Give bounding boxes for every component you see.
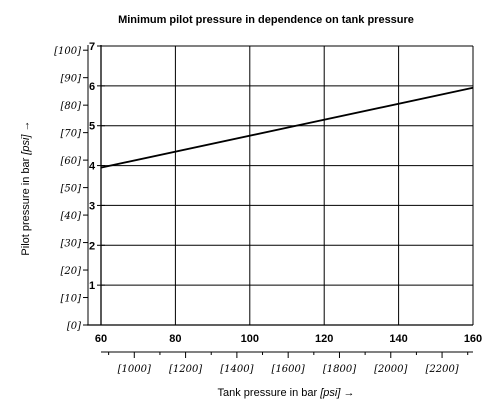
x-tick-label: 100	[241, 333, 259, 345]
x-axis-label-text: Tank pressure in bar	[218, 387, 318, 399]
x-axis-label-arrow: →	[343, 387, 354, 399]
psi-x-tick-label: [2000]	[374, 364, 407, 375]
psi-y-tick-label: [40]	[60, 211, 81, 222]
y-tick-label: 1	[89, 280, 95, 292]
psi-y-tick-label: [100]	[54, 46, 81, 57]
psi-y-tick-label: [70]	[60, 129, 81, 140]
x-axis-label-unit: [psi]	[319, 387, 341, 399]
psi-x-tick-label: [1200]	[169, 364, 202, 375]
psi-x-tick-label: [1800]	[323, 364, 356, 375]
psi-y-tick-label: [90]	[60, 74, 81, 85]
chart-title: Minimum pilot pressure in dependence on …	[118, 14, 414, 26]
psi-y-tick-label: [50]	[60, 184, 81, 195]
y-tick-label: 4	[89, 161, 96, 173]
x-tick-label: 120	[315, 333, 333, 345]
y-axis-label-unit: [psi]	[20, 134, 32, 156]
psi-y-tick-label: [80]	[60, 101, 81, 112]
psi-x-tick-label: [1400]	[220, 364, 253, 375]
x-tick-label: 60	[95, 333, 107, 345]
y-tick-label: 5	[89, 121, 95, 133]
y-tick-label: 2	[89, 240, 95, 252]
psi-y-tick-label: [10]	[60, 294, 81, 305]
psi-x-tick-label: [2200]	[425, 364, 458, 375]
tick-group: 1 2 3 4 5 6 7 [0] [10] [20] [30] [40] [50] [60] [70] [8…	[54, 41, 482, 375]
y-axis-label-arrow: →	[20, 120, 32, 131]
grid	[101, 45, 473, 325]
psi-x-tick-label: [1600]	[272, 364, 305, 375]
psi-y-tick-label: [0]	[67, 321, 81, 332]
psi-y-tick-label: [60]	[60, 156, 81, 167]
psi-x-tick-label: [1000]	[118, 364, 151, 375]
psi-y-tick-label: [20]	[60, 266, 81, 277]
y-tick-label: 7	[89, 41, 95, 53]
psi-y-tick-label: [30]	[60, 239, 81, 250]
x-tick-label: 160	[464, 333, 482, 345]
x-tick-label: 80	[169, 333, 181, 345]
series-group	[100, 86, 474, 169]
x-tick-label: 140	[389, 333, 407, 345]
y-axis-label: Pilot pressure in bar [psi] →	[20, 120, 32, 255]
y-tick-label: 6	[89, 81, 95, 93]
y-axis-label-text: Pilot pressure in bar	[20, 157, 32, 255]
y-tick-label: 3	[89, 200, 95, 212]
axes	[87, 45, 474, 353]
series-line	[100, 86, 474, 169]
x-axis-label: Tank pressure in bar [psi] →	[218, 387, 355, 399]
